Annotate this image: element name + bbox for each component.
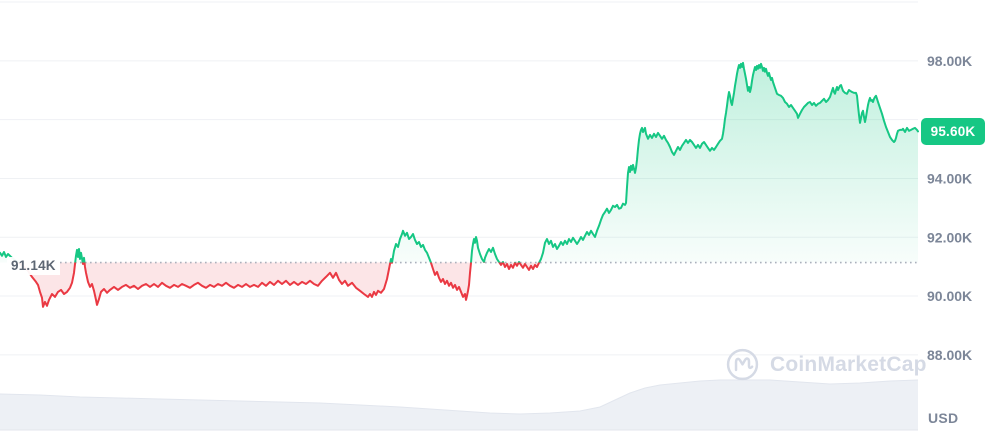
- y-axis-tick-label: 94.00K: [927, 170, 972, 186]
- y-axis-labels: 98.00K 94.00K 92.00K 90.00K 88.00K: [927, 53, 972, 363]
- price-area-fill-up: [0, 62, 918, 263]
- price-area-fill-down: [0, 262, 918, 307]
- current-price-badge: 95.60K: [921, 118, 985, 145]
- y-axis-tick-label: 98.00K: [927, 53, 972, 69]
- price-line-down: [16, 262, 541, 308]
- volume-minimap: [0, 380, 918, 430]
- gridlines: [0, 1, 918, 356]
- y-axis-tick-label: 92.00K: [927, 229, 972, 245]
- currency-unit-label: USD: [928, 410, 959, 426]
- price-line-up: [0, 61, 919, 263]
- volume-minimap-edge: [0, 379, 919, 415]
- baseline-price-label: 91.14K: [7, 257, 60, 275]
- y-axis-tick-label: 90.00K: [927, 288, 972, 304]
- y-axis-tick-label: 88.00K: [927, 347, 972, 363]
